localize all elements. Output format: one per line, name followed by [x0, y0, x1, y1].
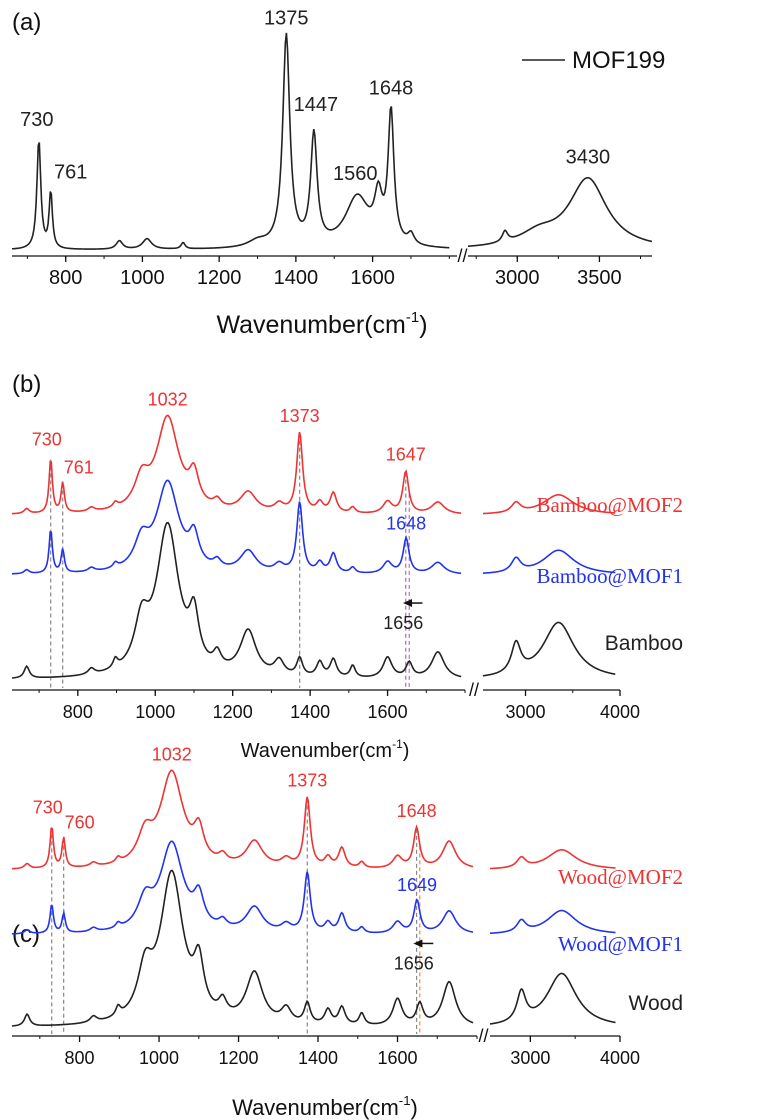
- peak-annotation: 1648: [386, 514, 426, 534]
- x-tick-label: 1400: [298, 1048, 338, 1068]
- peak-annotation: 1373: [280, 406, 320, 426]
- axis-break: //: [478, 1026, 488, 1046]
- series-line-bamboo: [482, 621, 616, 677]
- peak-annotation: 1656: [383, 613, 423, 633]
- peak-annotation: 1373: [287, 771, 327, 791]
- x-tick-label: 1600: [350, 267, 395, 289]
- peak-annotation: 1649: [397, 875, 437, 895]
- series-label: Bamboo@MOF2: [536, 493, 683, 517]
- peak-annotation: 730: [33, 797, 63, 817]
- series-line-wood: [11, 869, 474, 1027]
- peak-annotation: 1032: [152, 744, 192, 764]
- panel-label: (b): [12, 371, 41, 398]
- x-tick-label: 3000: [510, 1048, 550, 1068]
- peak-annotation: 1647: [386, 445, 426, 465]
- series-line-wood-mof2: [489, 849, 616, 870]
- x-tick-label: 800: [63, 702, 93, 722]
- series-label: Wood@MOF1: [558, 932, 683, 956]
- x-tick-label: 1600: [368, 702, 408, 722]
- x-tick-label: 4000: [600, 1048, 640, 1068]
- series-line-wood-mof2: [11, 769, 474, 870]
- peak-annotation: 761: [64, 457, 94, 477]
- peak-annotation: 1648: [369, 78, 414, 100]
- x-tick-label: 800: [65, 1048, 95, 1068]
- panel-b: (b) 800 1000 1200 1400 1600 3000 4000 // Wavenumb…: [11, 371, 683, 762]
- x-tick-label: 3000: [495, 267, 540, 289]
- x-tick-label: 1400: [290, 702, 330, 722]
- x-tick-label: 1200: [219, 1048, 259, 1068]
- x-tick-label: 1400: [274, 267, 319, 289]
- axis-break: //: [457, 246, 467, 266]
- series-line-mof199: [11, 32, 450, 250]
- peak-annotation: 730: [20, 109, 53, 131]
- x-tick-label: 1000: [139, 1048, 179, 1068]
- series-line-wood-mof1: [489, 909, 616, 935]
- series-line-bamboo: [11, 521, 462, 679]
- panel-label: (a): [12, 9, 41, 36]
- peak-annotation: 1656: [394, 953, 434, 973]
- peak-annotation: 730: [32, 429, 62, 449]
- x-tick-label: 1600: [377, 1048, 417, 1068]
- x-tick-label: 800: [49, 267, 82, 289]
- panel-a: (a) 800 1000 1200 1400 1600 3000 3500 // Wavenumb…: [11, 8, 665, 339]
- peak-annotation: 761: [54, 161, 87, 183]
- x-tick-label: 1200: [213, 702, 253, 722]
- series-label: Bamboo@MOF1: [536, 564, 683, 588]
- series-label: Wood: [629, 992, 683, 1015]
- x-axis-label-superscript: -1: [406, 309, 419, 326]
- x-axis-label: Wavenumber(cm-1): [232, 1093, 418, 1120]
- series-label: Bamboo: [605, 632, 683, 655]
- x-axis-label: Wavenumber(cm-1): [216, 309, 427, 339]
- panel-label: (c): [12, 921, 40, 948]
- series-label: Wood@MOF2: [558, 865, 683, 889]
- series-line-wood-mof1: [11, 840, 474, 935]
- x-tick-label: 1000: [120, 267, 165, 289]
- shift-arrow-head: [403, 599, 413, 608]
- x-tick-label: 3500: [577, 267, 622, 289]
- series-line-bamboo-mof1: [11, 479, 462, 575]
- peak-annotation: 3430: [566, 147, 611, 169]
- shift-arrow-head: [413, 939, 423, 948]
- x-tick-label: 4000: [600, 702, 640, 722]
- series-line-mof199: [467, 176, 653, 248]
- peak-annotation: 1447: [294, 94, 339, 116]
- x-tick-label: 1200: [197, 267, 242, 289]
- series-line-wood: [489, 972, 616, 1025]
- x-axis-label-superscript: -1: [392, 737, 403, 751]
- series-line-bamboo-mof1: [482, 549, 616, 574]
- peak-annotation: 1375: [264, 8, 309, 30]
- x-tick-label: 1000: [135, 702, 175, 722]
- peak-annotation: 1032: [148, 389, 188, 409]
- x-axis-label: Wavenumber(cm-1): [241, 737, 410, 762]
- peak-annotation: 760: [65, 813, 95, 833]
- panel-c: (c) 800 1000 1200 1400 1600 3000 4000 // Wavenumb…: [11, 744, 683, 1120]
- series-line-bamboo-mof2: [11, 414, 462, 515]
- x-tick-label: 3000: [505, 702, 545, 722]
- legend-label: MOF199: [572, 47, 665, 74]
- axis-break: //: [469, 680, 479, 700]
- series-line-bamboo-mof2: [482, 494, 616, 515]
- x-axis-label-superscript: -1: [399, 1093, 411, 1108]
- peak-annotation: 1560: [333, 163, 378, 185]
- peak-annotation: 1648: [397, 801, 437, 821]
